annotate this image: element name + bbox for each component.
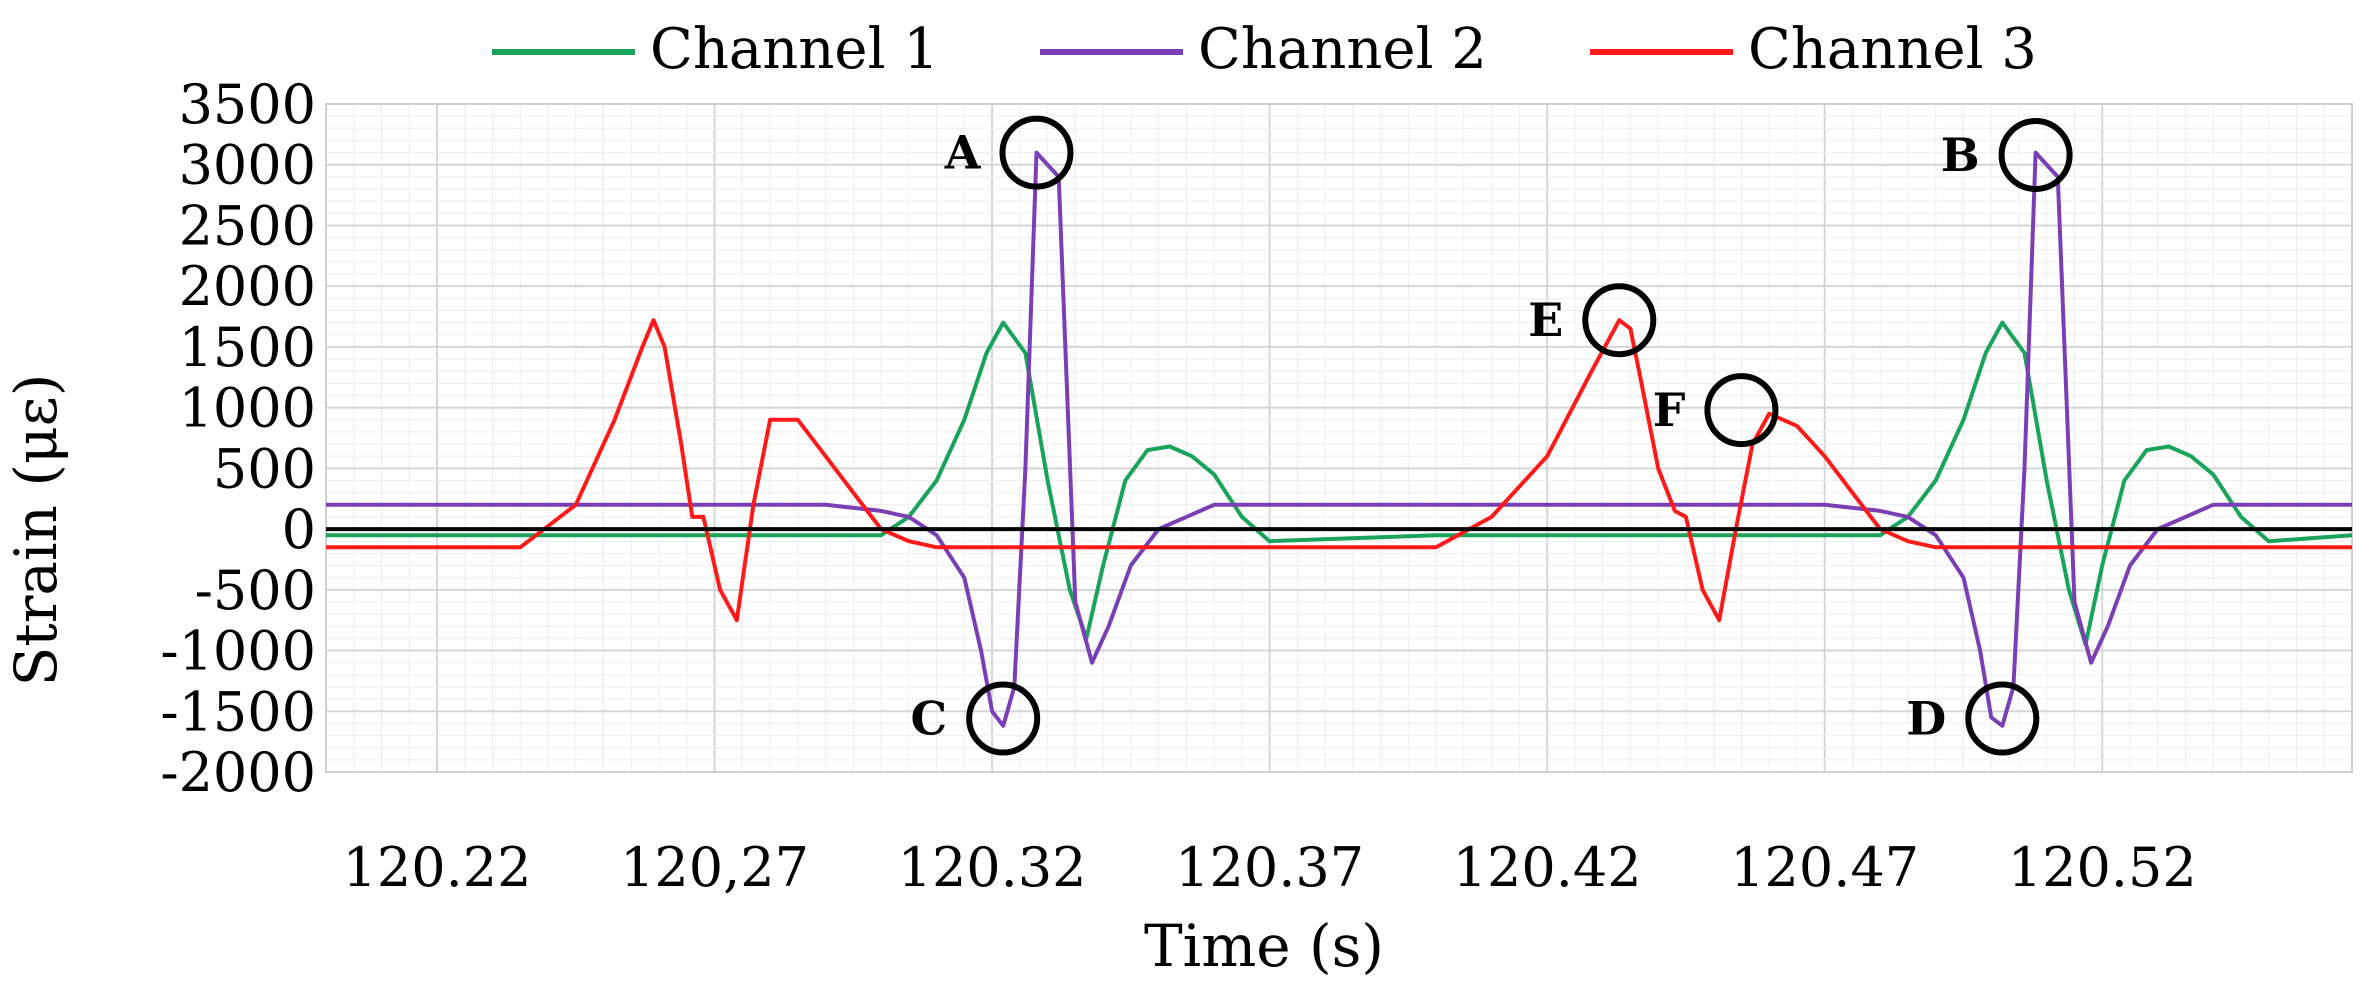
annotation-label-c: C	[911, 692, 948, 746]
series-line-channel-2	[326, 150, 2352, 728]
y-tick-label: -500	[195, 559, 316, 622]
annotation-label-d: D	[1906, 692, 1946, 746]
annotation-circle-a	[999, 115, 1074, 190]
annotation-label-f: F	[1653, 383, 1686, 437]
y-tick-label: 500	[213, 437, 316, 500]
annotation-circle-e	[1582, 283, 1657, 358]
y-tick-label: -1000	[160, 620, 316, 683]
x-tick-label: 120,27	[620, 836, 809, 899]
y-tick-label: 2500	[179, 194, 316, 257]
annotation-circle-f	[1704, 373, 1779, 448]
annotation-circle-c	[966, 681, 1041, 756]
x-tick-label: 120.22	[343, 836, 532, 899]
x-tick-label: 120.32	[898, 836, 1087, 899]
x-tick-label: 120.47	[1730, 836, 1919, 899]
legend-label-channel-2: Channel 2	[1198, 17, 1487, 82]
y-tick-label: -2000	[160, 741, 316, 804]
annotation-circle-d	[1965, 681, 2040, 756]
y-axis-label: Strain (με)	[2, 374, 70, 687]
y-tick-label: 0	[282, 498, 316, 561]
y-tick-label: -1500	[160, 680, 316, 743]
legend: Channel 1 Channel 2 Channel 3	[492, 17, 2037, 82]
x-axis-label: Time (s)	[1144, 912, 1384, 980]
annotation-label-e: E	[1528, 293, 1563, 347]
x-tick-label: 120.37	[1175, 836, 1364, 899]
y-tick-label: 3000	[179, 134, 316, 197]
y-tick-label: 1000	[179, 377, 316, 440]
y-tick-label: 2000	[179, 255, 316, 318]
y-tick-label: 3500	[179, 73, 316, 136]
y-tick-label: 1500	[179, 316, 316, 379]
x-tick-label: 120.52	[2008, 836, 2197, 899]
series-line-channel-3	[326, 318, 2352, 623]
legend-label-channel-1: Channel 1	[650, 17, 939, 82]
plot-area: 3500300025002000150010005000-500-1000-15…	[160, 73, 2353, 899]
legend-label-channel-3: Channel 3	[1748, 17, 2037, 82]
x-tick-label: 120.42	[1453, 836, 1642, 899]
annotation-label-a: A	[944, 126, 982, 180]
annotation-label-b: B	[1941, 128, 1980, 182]
series-line-channel-1	[326, 320, 2353, 647]
annotation-circle-b	[1998, 118, 2073, 193]
plot-border	[325, 103, 2353, 773]
